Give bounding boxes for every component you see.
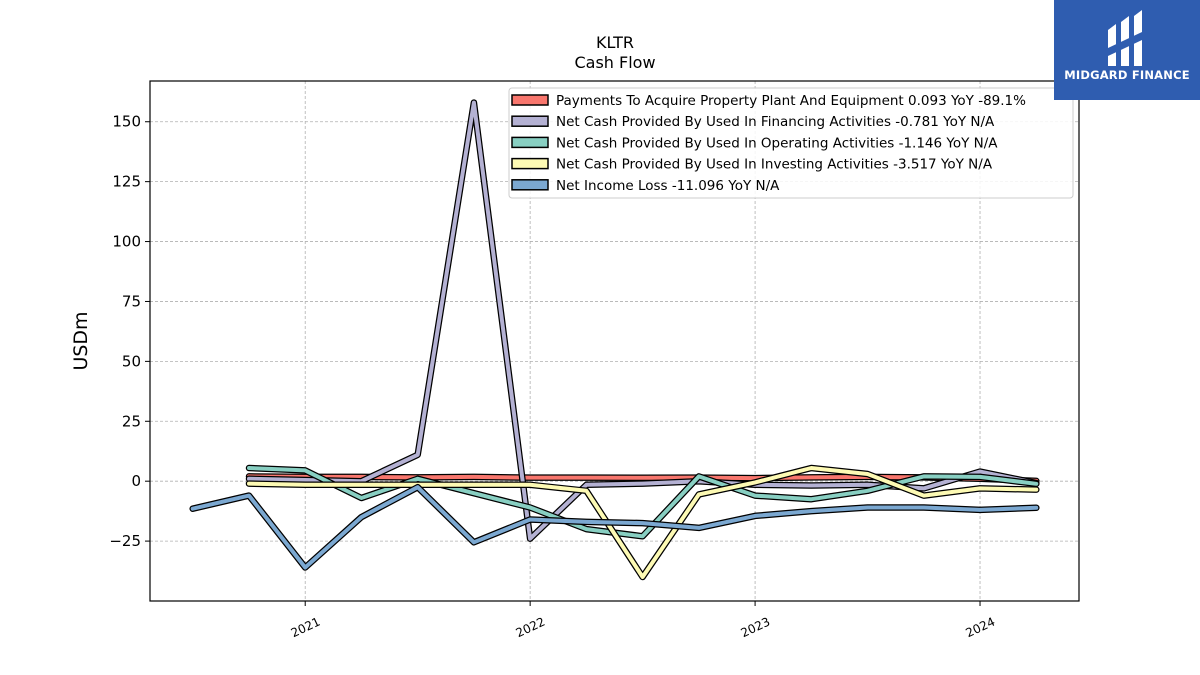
y-tick-label: 75 bbox=[122, 292, 141, 310]
y-tick-label: 25 bbox=[122, 412, 141, 430]
legend-entry: Payments To Acquire Property Plant And E… bbox=[556, 93, 1026, 109]
x-tick-label: 2022 bbox=[514, 615, 548, 641]
chart-title: KLTR bbox=[596, 33, 634, 52]
y-tick-label: 0 bbox=[131, 472, 141, 490]
series-stroke bbox=[247, 466, 1039, 579]
series-line-5 bbox=[189, 483, 1040, 571]
legend-entry: Net Cash Provided By Used In Operating A… bbox=[556, 135, 998, 151]
logo-text: MIDGARD FINANCE bbox=[1064, 68, 1190, 82]
midgard-logo-icon bbox=[1108, 10, 1142, 66]
series-line-1 bbox=[245, 473, 1040, 485]
legend-swatch bbox=[511, 136, 549, 149]
legend-frame bbox=[508, 87, 1074, 199]
y-tick-label: 125 bbox=[112, 173, 141, 191]
legend-swatch bbox=[511, 179, 549, 191]
legend-entry: Net Cash Provided By Used In Investing A… bbox=[556, 157, 993, 173]
legend-entry: Net Income Loss -11.096 YoY N/A bbox=[556, 178, 780, 194]
x-tick-label: 2023 bbox=[739, 615, 773, 641]
series-line-4 bbox=[245, 464, 1040, 581]
series-line-3 bbox=[245, 464, 1040, 540]
legend-entry: Net Cash Provided By Used In Financing A… bbox=[556, 114, 995, 130]
y-tick-label: 100 bbox=[112, 233, 141, 251]
y-tick-label: 50 bbox=[122, 352, 141, 370]
chart-subtitle: Cash Flow bbox=[574, 53, 655, 72]
series-stroke bbox=[247, 466, 1039, 539]
legend-swatch bbox=[511, 115, 549, 127]
plot-frame bbox=[149, 80, 1080, 602]
legend: Payments To Acquire Property Plant And E… bbox=[508, 87, 1074, 199]
legend-swatch bbox=[511, 94, 549, 106]
y-axis-label: USDm bbox=[70, 311, 92, 370]
x-tick-label: 2021 bbox=[289, 615, 323, 641]
midgard-finance-logo: MIDGARD FINANCE bbox=[1054, 0, 1200, 100]
y-tick-label: 150 bbox=[112, 113, 141, 131]
legend-swatch bbox=[511, 157, 549, 170]
y-tick-label: −25 bbox=[109, 532, 141, 550]
series-stroke bbox=[247, 474, 1039, 483]
series-layer bbox=[189, 99, 1040, 581]
x-tick-label: 2024 bbox=[964, 615, 998, 641]
series-stroke bbox=[190, 485, 1039, 570]
